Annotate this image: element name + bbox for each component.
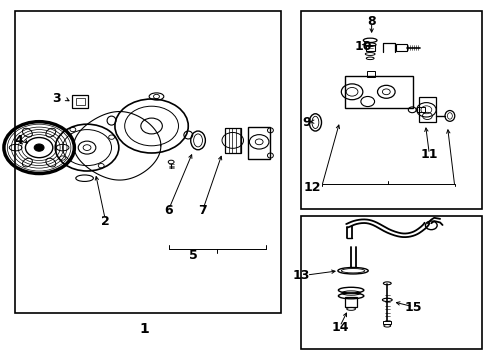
Bar: [224, 128, 240, 153]
Bar: [300, 216, 481, 349]
Text: 14: 14: [330, 321, 348, 334]
Bar: [76, 98, 84, 105]
Bar: [300, 11, 481, 209]
Text: 9: 9: [302, 116, 310, 129]
Bar: [15, 11, 281, 313]
Text: 6: 6: [164, 204, 173, 217]
Text: 4: 4: [14, 134, 23, 147]
Bar: [416, 107, 425, 112]
Circle shape: [34, 144, 44, 151]
Bar: [345, 297, 356, 307]
Bar: [365, 45, 374, 51]
Text: 10: 10: [353, 40, 371, 53]
Bar: [383, 321, 390, 324]
Text: 15: 15: [404, 301, 421, 314]
Text: 7: 7: [198, 204, 207, 217]
Circle shape: [83, 145, 91, 150]
Text: 1: 1: [139, 323, 149, 336]
Bar: [344, 76, 412, 108]
Text: 13: 13: [292, 269, 310, 282]
Bar: [418, 97, 435, 122]
Text: 8: 8: [366, 15, 375, 28]
Text: 3: 3: [52, 93, 61, 105]
Text: 2: 2: [101, 215, 109, 228]
Bar: [72, 95, 88, 108]
Text: 12: 12: [303, 181, 320, 194]
Bar: [248, 127, 270, 159]
Text: 11: 11: [420, 148, 437, 161]
Text: 5: 5: [188, 249, 197, 262]
Bar: [366, 71, 374, 77]
Bar: [395, 44, 406, 51]
